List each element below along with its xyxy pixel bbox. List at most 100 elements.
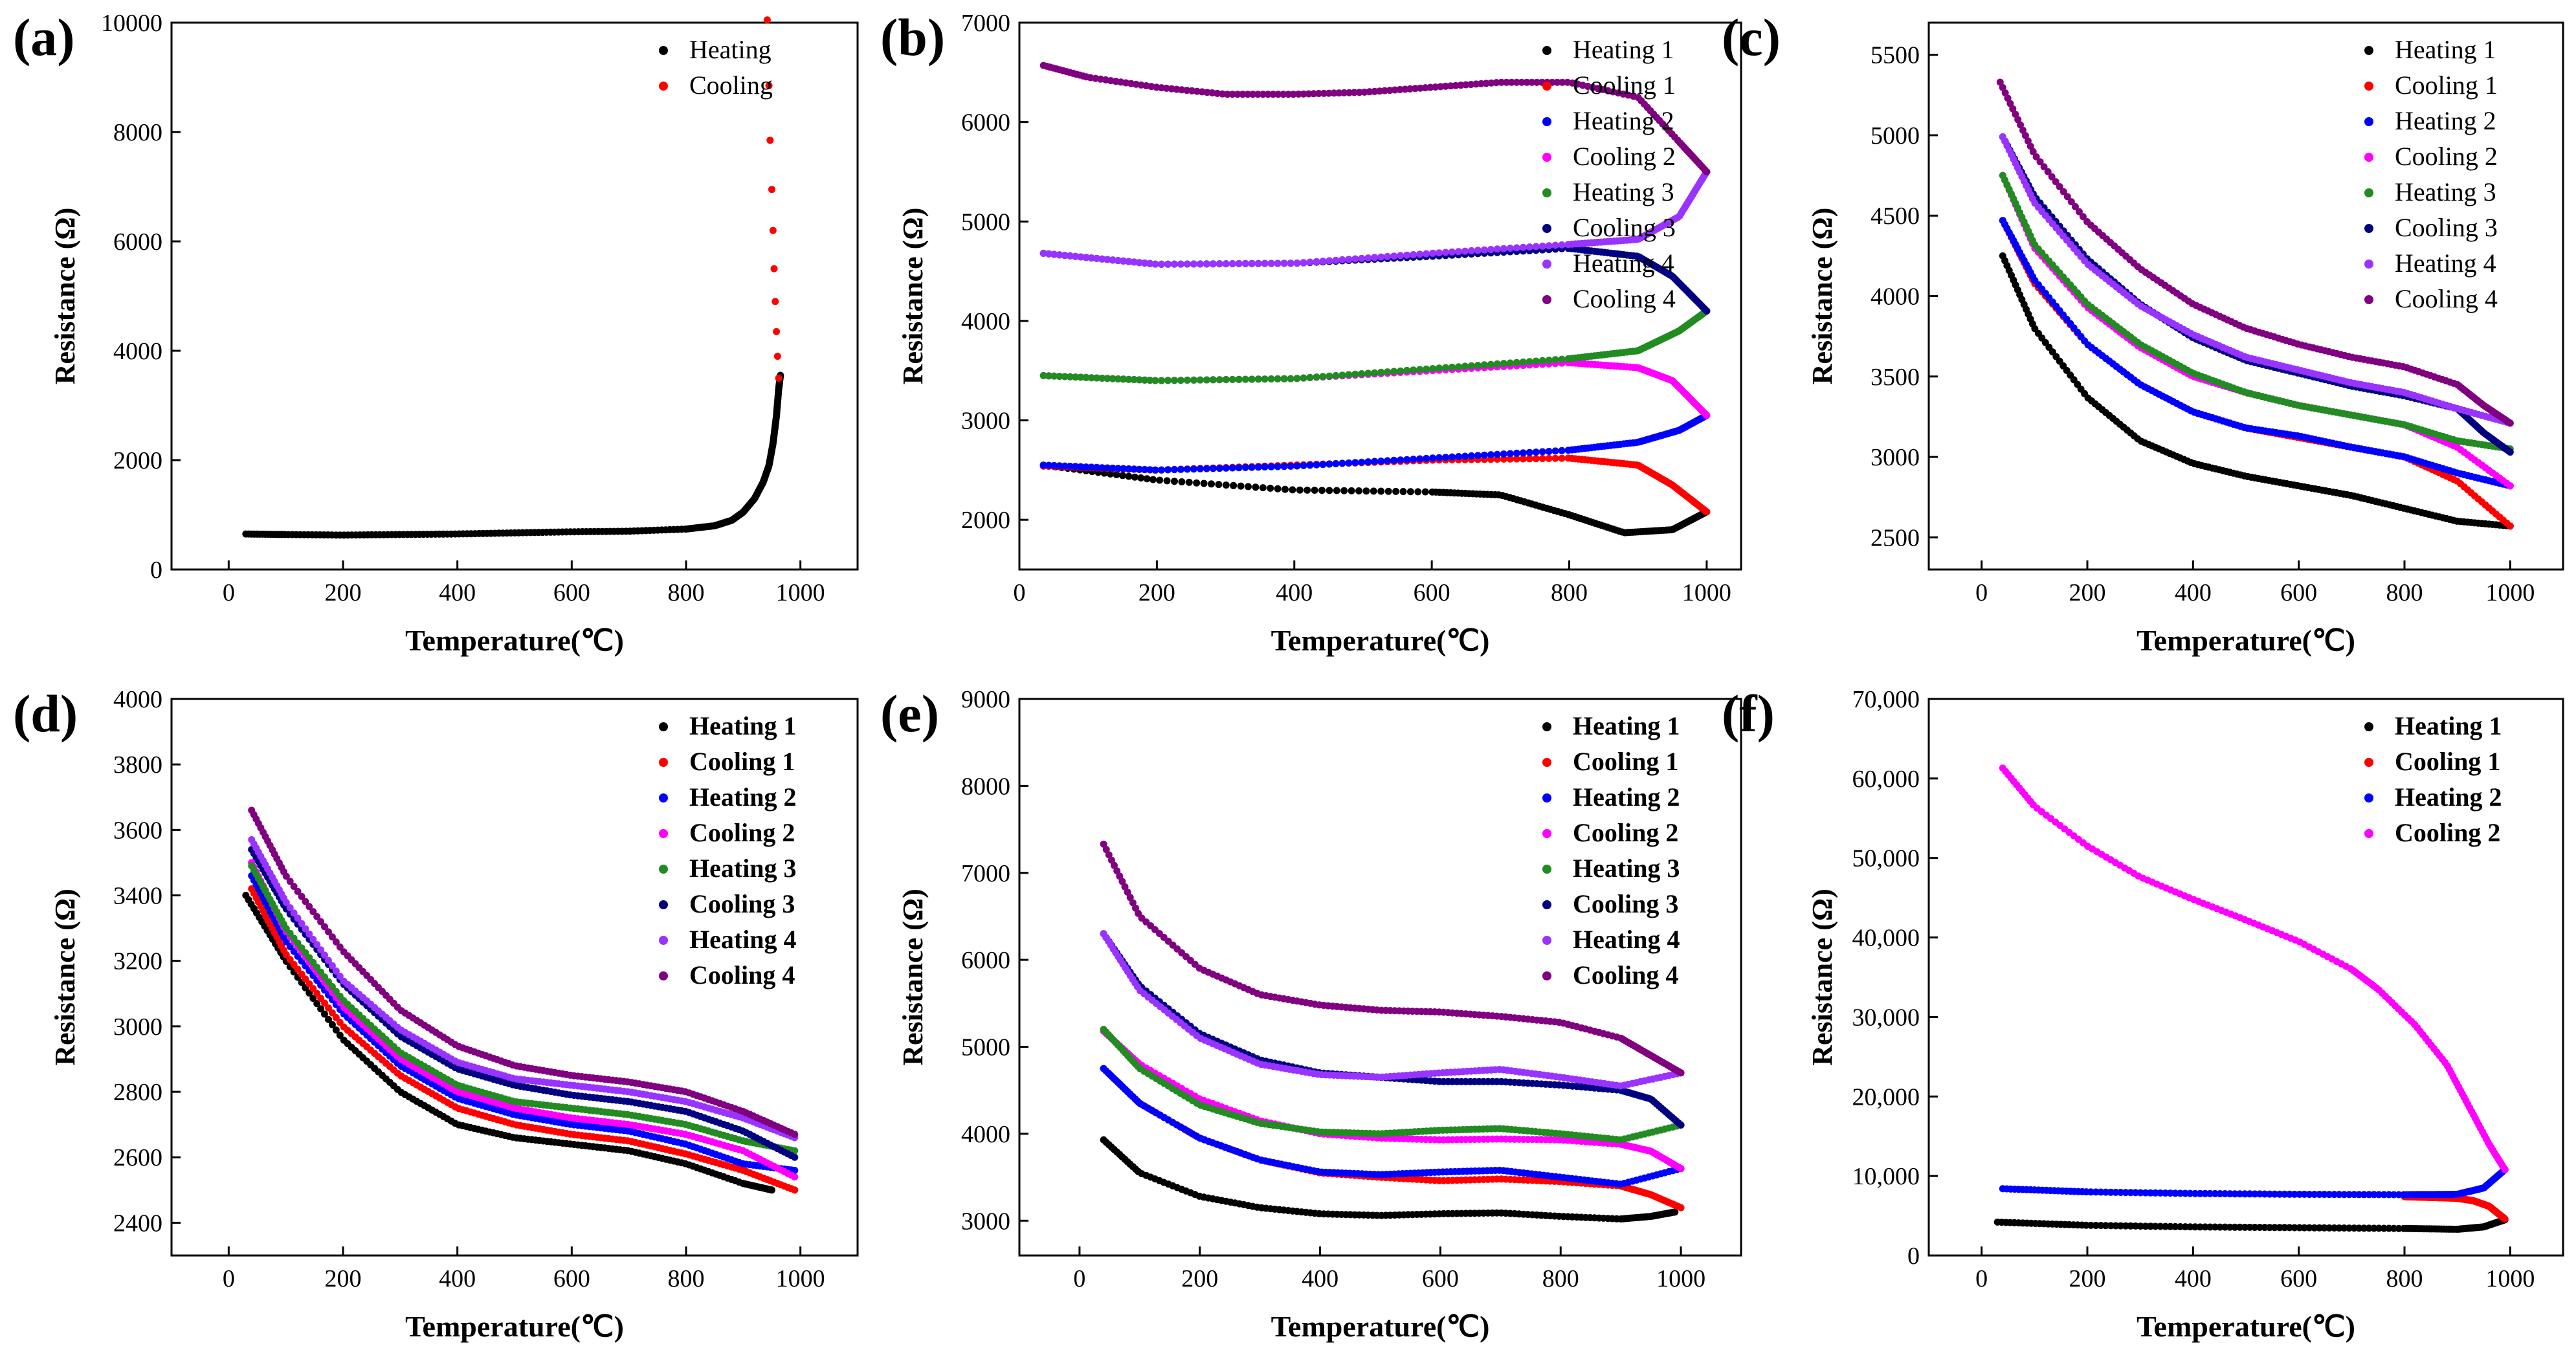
data-point xyxy=(1397,456,1405,464)
data-point xyxy=(1269,91,1277,98)
data-point xyxy=(1467,362,1475,370)
data-point xyxy=(298,944,305,952)
data-point xyxy=(336,943,344,951)
data-point xyxy=(317,918,325,925)
data-point xyxy=(1526,243,1533,251)
data-point xyxy=(1280,91,1287,98)
data-point xyxy=(1487,79,1495,87)
data-point xyxy=(1287,462,1294,470)
data-point xyxy=(2019,126,2026,134)
series-heating-2 xyxy=(1999,217,2514,490)
data-point xyxy=(2001,89,2009,96)
data-point xyxy=(1330,89,1338,97)
data-point xyxy=(1437,83,1445,91)
data-point xyxy=(1410,456,1417,463)
data-point xyxy=(1223,91,1231,98)
data-point xyxy=(1358,458,1366,466)
data-point xyxy=(1098,374,1106,382)
data-point xyxy=(1519,455,1527,463)
data-point xyxy=(1429,249,1437,257)
data-point xyxy=(1282,485,1289,493)
data-point xyxy=(1392,487,1400,495)
data-point xyxy=(1364,370,1372,377)
data-point xyxy=(1513,359,1520,366)
data-point xyxy=(1261,375,1269,383)
data-point xyxy=(1345,256,1353,263)
y-tick-label: 3500 xyxy=(1871,364,1920,391)
data-point xyxy=(1384,457,1392,465)
data-point xyxy=(1416,455,1424,463)
data-point xyxy=(1168,85,1175,93)
data-point xyxy=(1216,465,1223,472)
legend-label: Cooling 4 xyxy=(2395,284,2498,313)
data-point xyxy=(1216,376,1223,384)
series-heating-1 xyxy=(1100,1136,1679,1223)
data-point xyxy=(1351,459,1359,467)
data-point xyxy=(2056,183,2063,190)
data-point xyxy=(1513,455,1520,463)
data-point xyxy=(1300,461,1307,469)
panel-label-a: (a) xyxy=(13,8,75,67)
data-point xyxy=(1107,470,1115,478)
data-point xyxy=(1442,364,1449,371)
data-point xyxy=(1318,487,1326,494)
legend-label: Cooling 3 xyxy=(1573,213,1676,242)
data-point xyxy=(1120,257,1127,265)
y-tick-label: 8000 xyxy=(961,773,1010,800)
data-point xyxy=(1447,82,1454,90)
data-point xyxy=(1416,250,1424,258)
data-point xyxy=(1355,487,1362,494)
data-point xyxy=(1216,260,1223,268)
data-point xyxy=(1474,452,1482,459)
data-point xyxy=(1558,355,1566,363)
series-cooling-2 xyxy=(1039,359,1711,419)
data-point xyxy=(1239,91,1247,98)
data-point xyxy=(1158,377,1165,384)
data-point xyxy=(1364,254,1372,262)
y-tick-label: 9000 xyxy=(961,686,1010,713)
data-point xyxy=(1474,362,1482,369)
legend-label: Heating 3 xyxy=(689,854,797,883)
data-point xyxy=(1137,474,1145,481)
data-point xyxy=(1325,89,1333,97)
data-point xyxy=(1319,461,1327,469)
data-point xyxy=(1056,373,1063,380)
data-point xyxy=(1403,366,1411,374)
data-point xyxy=(1146,377,1154,384)
x-tick-label: 200 xyxy=(325,579,362,606)
legend-label: Cooling 4 xyxy=(689,960,795,990)
data-point xyxy=(1333,487,1340,494)
data-point xyxy=(1228,375,1236,383)
data-point xyxy=(1467,452,1475,459)
data-point xyxy=(1061,373,1069,381)
data-point xyxy=(1319,373,1327,381)
data-point xyxy=(290,883,298,891)
data-point xyxy=(1120,465,1127,472)
data-point xyxy=(1296,486,1304,494)
data-point xyxy=(2004,94,2012,102)
data-point xyxy=(1513,78,1520,86)
data-point xyxy=(317,946,325,954)
data-point xyxy=(1293,375,1301,382)
data-point xyxy=(1135,376,1143,384)
y-tick-label: 5000 xyxy=(1871,122,1920,149)
data-point xyxy=(305,954,313,962)
data-point xyxy=(286,956,294,964)
data-point xyxy=(1449,363,1456,371)
data-point xyxy=(1416,84,1424,92)
data-point xyxy=(1193,87,1201,95)
data-point xyxy=(282,899,290,906)
y-tick-label: 3000 xyxy=(961,408,1010,435)
data-point xyxy=(1384,368,1392,376)
data-point xyxy=(1039,461,1047,469)
data-point xyxy=(1390,252,1398,260)
data-point xyxy=(1077,253,1085,261)
data-point xyxy=(1564,78,1571,86)
data-point xyxy=(1506,450,1514,458)
data-point xyxy=(1532,243,1540,250)
data-point xyxy=(325,1004,332,1012)
data-point xyxy=(1050,372,1058,380)
legend-marker xyxy=(1542,117,1551,126)
data-point xyxy=(325,1015,332,1023)
plot-frame xyxy=(1018,21,1742,571)
